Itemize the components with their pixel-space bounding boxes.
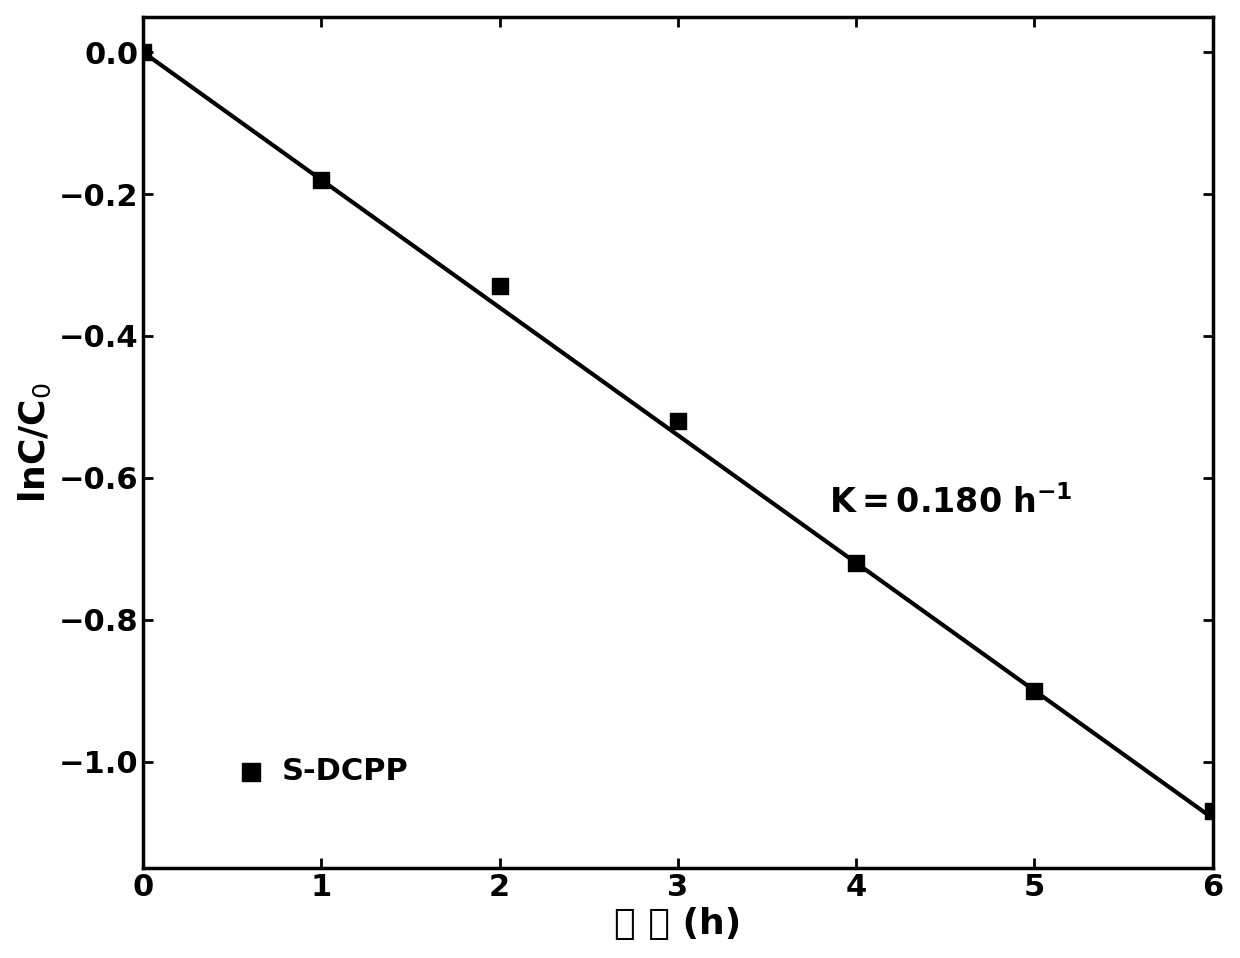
S-DCPP	[490, 279, 510, 294]
X-axis label: 时 间 (h): 时 间 (h)	[614, 907, 742, 942]
S-DCPP	[846, 556, 866, 571]
S-DCPP	[133, 44, 153, 59]
Legend: S-DCPP: S-DCPP	[212, 732, 433, 810]
S-DCPP	[1203, 804, 1223, 819]
Y-axis label: lnC/C$_0$: lnC/C$_0$	[16, 382, 53, 503]
Text: $\mathbf{K=0.180\ h^{-1}}$: $\mathbf{K=0.180\ h^{-1}}$	[830, 486, 1073, 520]
S-DCPP	[311, 172, 331, 188]
S-DCPP	[668, 413, 688, 428]
S-DCPP	[1024, 683, 1044, 698]
